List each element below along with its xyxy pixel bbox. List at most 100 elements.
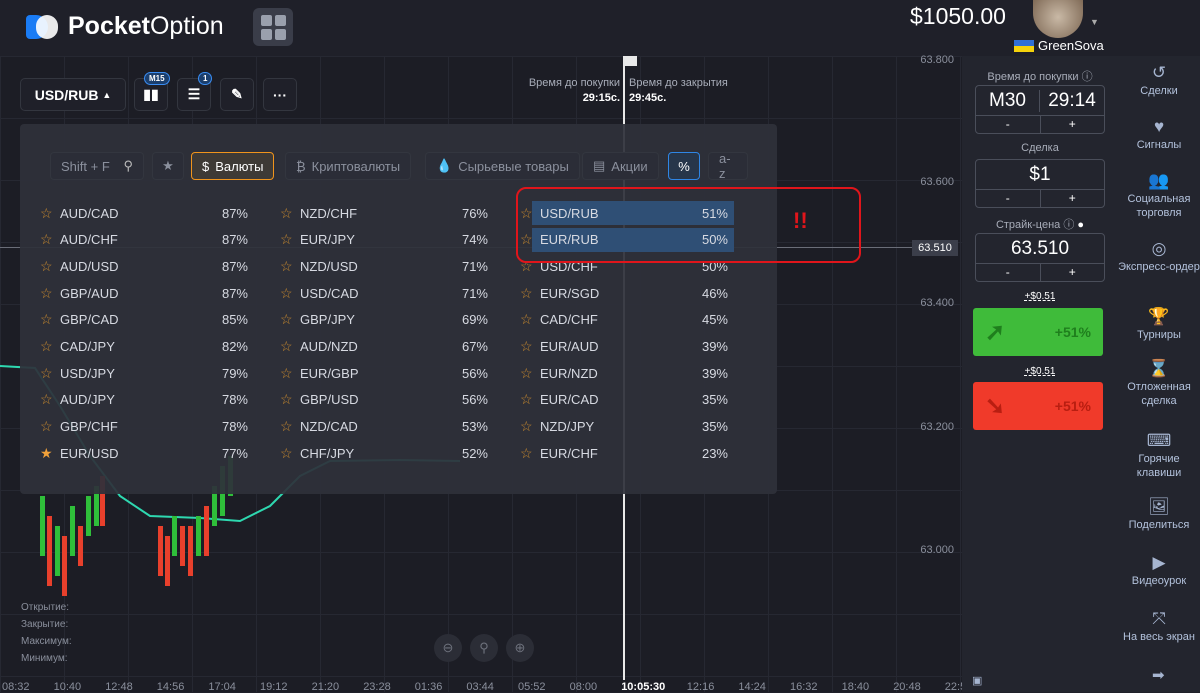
asset-row[interactable]: ☆ GBP/CAD 85% <box>40 309 254 331</box>
zoom-reset-icon[interactable]: ⚲ <box>470 634 498 662</box>
help-icon[interactable]: ⓘ <box>1081 71 1093 83</box>
amount-value[interactable]: $1 <box>976 160 1104 190</box>
star-icon[interactable]: ☆ <box>40 311 53 328</box>
asset-row[interactable]: ☆ EUR/RUB 50% <box>520 227 734 252</box>
star-icon[interactable]: ☆ <box>40 338 53 354</box>
star-icon[interactable]: ☆ <box>520 338 533 354</box>
balance[interactable]: $1050.00 <box>910 3 1006 29</box>
star-icon[interactable]: ☆ <box>520 311 533 328</box>
tab-stocks[interactable]: ▤ Акции <box>582 152 659 180</box>
favorites-filter[interactable]: ★ <box>152 152 184 180</box>
strike-plus-button[interactable]: + <box>1068 265 1076 279</box>
star-icon[interactable]: ☆ <box>520 284 533 301</box>
amount-minus-button[interactable]: - <box>976 190 1041 207</box>
asset-row[interactable]: ☆ AUD/CAD 87% <box>40 202 254 224</box>
star-icon[interactable]: ☆ <box>40 231 53 248</box>
asset-row[interactable]: ☆ NZD/CHF 76% <box>280 202 494 224</box>
time-value[interactable]: 29:14 <box>1048 89 1096 111</box>
asset-row[interactable]: ☆ EUR/CAD 35% <box>520 389 734 411</box>
asset-row[interactable]: ☆ AUD/JPY 78% <box>40 389 254 411</box>
asset-row[interactable]: ☆ CHF/JPY 52% <box>280 442 494 464</box>
indicators-button[interactable]: ☰ 1 <box>177 72 213 111</box>
asset-row[interactable]: ☆ USD/RUB 51% <box>520 201 734 225</box>
asset-row[interactable]: ★ EUR/USD 77% <box>40 442 254 464</box>
apps-grid-button[interactable] <box>253 8 293 46</box>
star-icon[interactable]: ☆ <box>40 284 53 301</box>
sort-percent-button[interactable]: % <box>668 152 700 180</box>
star-icon[interactable]: ☆ <box>520 364 533 381</box>
star-icon[interactable]: ☆ <box>280 231 293 248</box>
zoom-in-icon[interactable]: ⊕ <box>506 634 534 662</box>
asset-row[interactable]: ☆ USD/CAD 71% <box>280 282 494 304</box>
star-icon[interactable]: ☆ <box>40 257 53 274</box>
sidebar-item[interactable]: ▶ Видеоурок <box>1118 554 1200 588</box>
asset-row[interactable]: ☆ NZD/USD 71% <box>280 255 494 277</box>
zoom-out-icon[interactable]: ⊖ <box>434 634 462 662</box>
time-plus-button[interactable]: + <box>1068 117 1076 131</box>
avatar[interactable] <box>1033 0 1083 38</box>
sidebar-item[interactable]: ↺ Сделки <box>1118 64 1200 98</box>
asset-row[interactable]: ☆ GBP/AUD 87% <box>40 282 254 304</box>
asset-row[interactable]: ☆ EUR/JPY 74% <box>280 229 494 251</box>
asset-row[interactable]: ☆ CAD/JPY 82% <box>40 336 254 358</box>
sidebar-item[interactable]: ⤧ На весь экран <box>1118 610 1200 644</box>
strike-minus-button[interactable]: - <box>976 264 1041 281</box>
star-icon[interactable]: ☆ <box>520 231 533 248</box>
asset-row[interactable]: ☆ USD/JPY 79% <box>40 362 254 384</box>
chevron-down-icon[interactable]: ▼ <box>1090 17 1099 27</box>
star-icon[interactable]: ☆ <box>280 418 293 435</box>
sidebar-item[interactable]: ◎ Экспресс-ордер <box>1118 240 1200 274</box>
star-icon[interactable]: ☆ <box>280 391 293 408</box>
star-icon[interactable]: ☆ <box>280 284 293 301</box>
more-button[interactable]: ··· <box>263 78 297 111</box>
asset-selector[interactable]: USD/RUB ▲ <box>20 78 126 111</box>
strike-toggle[interactable]: ● <box>1077 219 1085 231</box>
star-icon[interactable]: ☆ <box>280 444 293 461</box>
tab-currencies[interactable]: $ Валюты <box>191 152 275 180</box>
asset-row[interactable]: ☆ NZD/JPY 35% <box>520 416 734 438</box>
search-input[interactable]: Shift + F ⚲ <box>50 152 144 180</box>
star-icon[interactable]: ☆ <box>280 364 293 381</box>
star-icon[interactable]: ☆ <box>520 391 533 408</box>
time-minus-button[interactable]: - <box>976 116 1041 133</box>
asset-row[interactable]: ☆ AUD/NZD 67% <box>280 336 494 358</box>
tab-commodities[interactable]: 💧 Сырьевые товары <box>425 152 580 180</box>
buy-down-button[interactable]: ➘ +51% <box>973 382 1103 430</box>
star-icon[interactable]: ☆ <box>520 418 533 435</box>
asset-row[interactable]: ☆ EUR/NZD 39% <box>520 362 734 384</box>
timeframe-value[interactable]: M30 <box>976 89 1040 112</box>
star-icon[interactable]: ☆ <box>520 204 533 221</box>
asset-row[interactable]: ☆ GBP/CHF 78% <box>40 416 254 438</box>
asset-row[interactable]: ☆ EUR/GBP 56% <box>280 362 494 384</box>
star-icon[interactable]: ☆ <box>280 204 293 221</box>
sidebar-item[interactable]: ⌛ Отложенная сделка <box>1118 360 1200 408</box>
buy-up-button[interactable]: ➚ +51% <box>973 308 1103 356</box>
asset-row[interactable]: ☆ AUD/CHF 87% <box>40 229 254 251</box>
star-icon[interactable]: ☆ <box>40 418 53 435</box>
sidebar-item[interactable]: 🏆 Турниры <box>1118 308 1200 342</box>
asset-row[interactable]: ☆ EUR/SGD 46% <box>520 282 734 304</box>
amount-plus-button[interactable]: + <box>1068 191 1076 205</box>
star-icon[interactable]: ☆ <box>40 364 53 381</box>
sidebar-item[interactable]: 🖼 Поделиться <box>1118 498 1200 532</box>
asset-row[interactable]: ☆ AUD/USD 87% <box>40 255 254 277</box>
sort-az-button[interactable]: a-z <box>708 151 748 181</box>
asset-row[interactable]: ☆ NZD/CAD 53% <box>280 416 494 438</box>
arrow-right-icon[interactable]: ➡ <box>1152 667 1165 684</box>
star-icon[interactable]: ☆ <box>520 444 533 461</box>
logo[interactable]: PocketOption <box>26 12 224 41</box>
sidebar-item[interactable]: ♥ Сигналы <box>1118 118 1200 152</box>
sidebar-item[interactable]: 👥 Социальная торговля <box>1118 172 1200 220</box>
strike-value[interactable]: 63.510 <box>976 234 1104 264</box>
star-icon[interactable]: ☆ <box>280 257 293 274</box>
drawing-button[interactable]: ✎ <box>220 78 254 111</box>
star-icon[interactable]: ☆ <box>280 311 293 328</box>
asset-row[interactable]: ☆ GBP/JPY 69% <box>280 309 494 331</box>
star-icon[interactable]: ☆ <box>40 204 53 221</box>
star-icon[interactable]: ☆ <box>280 338 293 354</box>
star-icon[interactable]: ☆ <box>40 391 53 408</box>
asset-row[interactable]: ☆ EUR/AUD 39% <box>520 336 734 358</box>
sidebar-item[interactable]: ⌨ Горячие клавиши <box>1118 432 1200 480</box>
help-icon[interactable]: ⓘ <box>1063 219 1075 231</box>
chart-type-button[interactable]: ▮▮ M15 <box>134 72 170 111</box>
